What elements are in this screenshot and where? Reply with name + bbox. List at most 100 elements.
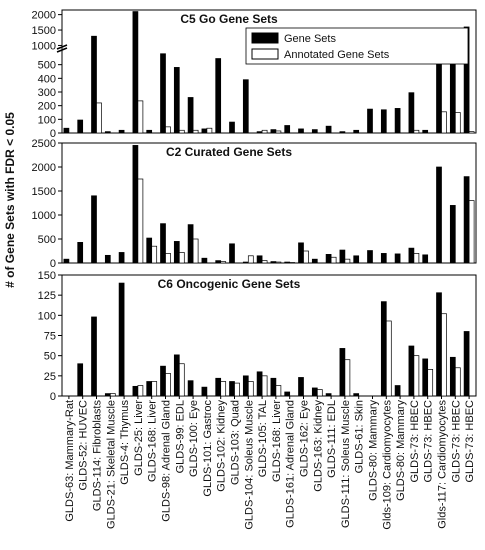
y-tick-label: 100 [38, 114, 56, 126]
bar [261, 375, 268, 397]
bar [449, 356, 456, 397]
x-tick-label: GLDS-98: Adrenal Gland [161, 400, 173, 522]
x-tick-label: GLDS-80: Mammary [368, 400, 380, 501]
bar [408, 92, 415, 134]
bar [91, 316, 97, 397]
bar [201, 257, 208, 264]
bar [137, 178, 144, 264]
bar [137, 385, 144, 397]
y-tick-label: 2000 [32, 10, 56, 22]
y-tick-label: 500 [38, 60, 56, 72]
bar [187, 380, 194, 397]
bar [104, 393, 111, 397]
bar [151, 381, 158, 397]
bar [178, 252, 185, 264]
bar [325, 254, 332, 264]
x-tick-label: GLDS-52: HUVEC [78, 400, 90, 491]
bar [229, 381, 235, 397]
x-tick-label: GLDS-80: Mammary [395, 400, 407, 501]
bar [247, 255, 254, 264]
bar [165, 373, 171, 397]
bar [63, 127, 70, 134]
x-tick-label: Glds-117: Cardiomyocytes [437, 400, 449, 529]
bar [270, 261, 277, 264]
y-tick-label: 2000 [32, 162, 56, 174]
bar [132, 11, 139, 134]
bar [284, 125, 291, 134]
y-tick-label: 1000 [32, 40, 56, 52]
bar [160, 365, 166, 397]
bar [178, 363, 185, 397]
bar [339, 249, 346, 264]
bar [468, 131, 475, 134]
bar [270, 129, 277, 134]
bar [275, 130, 282, 134]
bar [187, 97, 194, 134]
bar [394, 108, 401, 134]
bar [449, 205, 456, 264]
bar [104, 131, 111, 134]
y-tick-label: 0 [50, 391, 56, 403]
bar [132, 145, 139, 264]
bar [220, 381, 227, 397]
x-tick-label: GLDS-104: Soleus Muscle [243, 400, 255, 530]
x-tick-label: GLDS-101: Gastroc [202, 400, 214, 497]
bar [91, 195, 97, 264]
bar [256, 371, 263, 397]
y-tick-label: 50 [44, 351, 56, 363]
x-tick-label: GLDS-162: Eye [299, 400, 311, 477]
bar [353, 255, 360, 264]
bar [242, 375, 249, 397]
bar [353, 129, 360, 134]
bar [413, 355, 420, 397]
bar [385, 320, 392, 397]
bar [215, 58, 222, 134]
bar [165, 253, 171, 264]
bar [201, 386, 208, 397]
bar [270, 377, 277, 397]
bar [118, 282, 125, 397]
bar [422, 358, 429, 397]
y-tick-label: 400 [38, 73, 56, 85]
bar [215, 377, 222, 397]
bar [436, 166, 442, 264]
bar [463, 331, 470, 397]
y-tick-label: 500 [38, 234, 56, 246]
bar [380, 109, 387, 134]
x-tick-label: Glds-109: Cardiomyocytes [381, 400, 393, 530]
bar [367, 108, 373, 134]
bar [137, 100, 144, 134]
bar [118, 252, 125, 264]
x-tick-label: GLDS-114: Fibroblasts [92, 400, 104, 512]
x-tick-label: GLDS-21: Skeletal Muscle [105, 400, 117, 529]
bar [242, 261, 249, 264]
panel-title: C5 Go Gene Sets [180, 12, 278, 26]
x-tick-label: GLDS-73: HBEC [464, 400, 476, 483]
bar [275, 385, 282, 397]
panel-title: C6 Oncogenic Gene Sets [158, 277, 301, 291]
bar [325, 393, 332, 397]
bar [261, 260, 268, 264]
bar [77, 119, 84, 134]
bar [256, 255, 263, 264]
bar [215, 260, 222, 264]
bar [441, 313, 447, 397]
bar [165, 126, 171, 134]
bar [298, 242, 304, 264]
bar [96, 102, 102, 134]
x-tick-label: GLDS-73: HBEC [409, 400, 421, 483]
bar [441, 111, 447, 134]
x-tick-label: GLDS-4: Thymus [119, 400, 131, 485]
x-tick-label: GLDS-161: Adrenal Gland [285, 400, 297, 528]
bar [454, 367, 461, 397]
bar [413, 253, 420, 264]
panel-frame [61, 142, 477, 264]
x-tick-label: GLDS-111: Soleus Muscle [340, 400, 352, 528]
bar [316, 389, 323, 397]
x-tick-label: GLDS-25: Liver [133, 400, 145, 476]
y-tick-label: 1500 [32, 25, 56, 37]
bar [284, 261, 291, 264]
bar [298, 377, 304, 397]
y-tick-label: 300 [38, 87, 56, 99]
y-tick-label: 1000 [32, 210, 56, 222]
